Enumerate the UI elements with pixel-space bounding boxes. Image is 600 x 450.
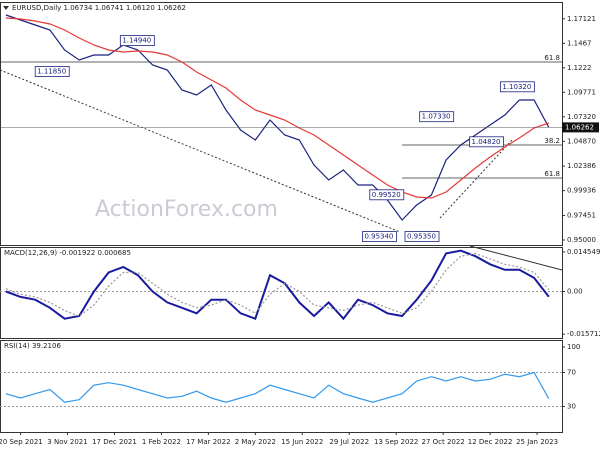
- x-tick-label: 2 May 2022: [235, 438, 276, 446]
- price-label: 0.95350: [407, 233, 436, 241]
- x-tick-label: 17 Dec 2021: [92, 438, 137, 446]
- price-label: 1.04820: [472, 138, 501, 146]
- price-label-box: [119, 35, 155, 46]
- series-line: [5, 371, 550, 403]
- menu-icon: [3, 6, 9, 10]
- trend-line: [439, 139, 513, 219]
- x-tick-label: 3 Nov 2021: [47, 438, 87, 446]
- price-label-box: [34, 66, 70, 77]
- macd-title: MACD(12,26,9) -0.001922 0.000685: [4, 249, 131, 257]
- y-tick-label: 0.00: [567, 288, 583, 296]
- y-tick-label: 0.99936: [567, 187, 596, 195]
- x-tick-label: 15 Jun 2022: [281, 438, 323, 446]
- x-tick-label: 25 Jan 2023: [516, 438, 558, 446]
- price-label: 1.07330: [422, 113, 451, 121]
- series-line: [5, 17, 549, 199]
- y-tick-label: 1.1222: [567, 64, 592, 72]
- y-tick-label: 30: [567, 402, 576, 410]
- rsi-frame: [0, 340, 563, 433]
- price-label: 1.10320: [502, 83, 531, 91]
- x-tick-label: 12 Dec 2022: [468, 438, 513, 446]
- fib-label: 61.8: [544, 54, 560, 62]
- x-tick-label: 17 Mar 2022: [186, 438, 230, 446]
- x-tick-label: 13 Sep 2022: [374, 438, 418, 446]
- y-tick-label: 100: [567, 343, 580, 351]
- chart-title: EURUSD,Daily 1.06734 1.06741 1.06120 1.0…: [12, 4, 186, 12]
- series-line: [5, 249, 550, 321]
- fib-label: 61.8: [544, 170, 560, 178]
- series-line: [5, 252, 550, 317]
- y-tick-label: 0.95000: [567, 236, 596, 244]
- x-tick-label: 1 Feb 2022: [142, 438, 181, 446]
- watermark: ActionForex.com: [95, 197, 278, 222]
- y-tick-label: -0.015712: [567, 330, 600, 338]
- y-tick-label: 1.07320: [567, 113, 596, 121]
- price-label-box: [419, 111, 455, 123]
- y-tick-label: 0.97451: [567, 211, 596, 219]
- price-label: 1.14940: [122, 37, 151, 45]
- macd-trend-line: [469, 245, 563, 271]
- price-label-box: [369, 189, 405, 201]
- y-tick-label: 0.014549: [567, 248, 600, 256]
- x-tick-label: 27 Oct 2022: [422, 438, 465, 446]
- y-tick-label: 1.02386: [567, 162, 596, 170]
- x-tick-label: 29 Jul 2022: [329, 438, 369, 446]
- price-label-box: [469, 136, 504, 148]
- y-tick-label: 70: [567, 368, 576, 376]
- price-tag-label: 1.06262: [565, 123, 594, 131]
- rsi-title: RSI(14) 39.2106: [4, 342, 61, 350]
- y-tick-label: 1.09771: [567, 88, 596, 96]
- price-label: 1.11850: [37, 68, 66, 76]
- y-tick-label: 1.17121: [567, 15, 596, 23]
- price-label-box: [404, 231, 440, 242]
- price-label-box: [499, 81, 535, 93]
- y-tick-label: 1.04870: [567, 137, 596, 145]
- macd-frame: [0, 247, 563, 339]
- fib-label: 38.2: [544, 137, 560, 145]
- y-tick-label: 1.1467: [567, 39, 592, 47]
- x-tick-label: 20 Sep 2021: [0, 438, 43, 446]
- price-tag: [562, 122, 599, 133]
- price-label: 0.99520: [372, 191, 401, 199]
- price-label-box: [362, 231, 397, 243]
- price-frame: [0, 2, 563, 246]
- price-label: 0.95340: [364, 233, 393, 241]
